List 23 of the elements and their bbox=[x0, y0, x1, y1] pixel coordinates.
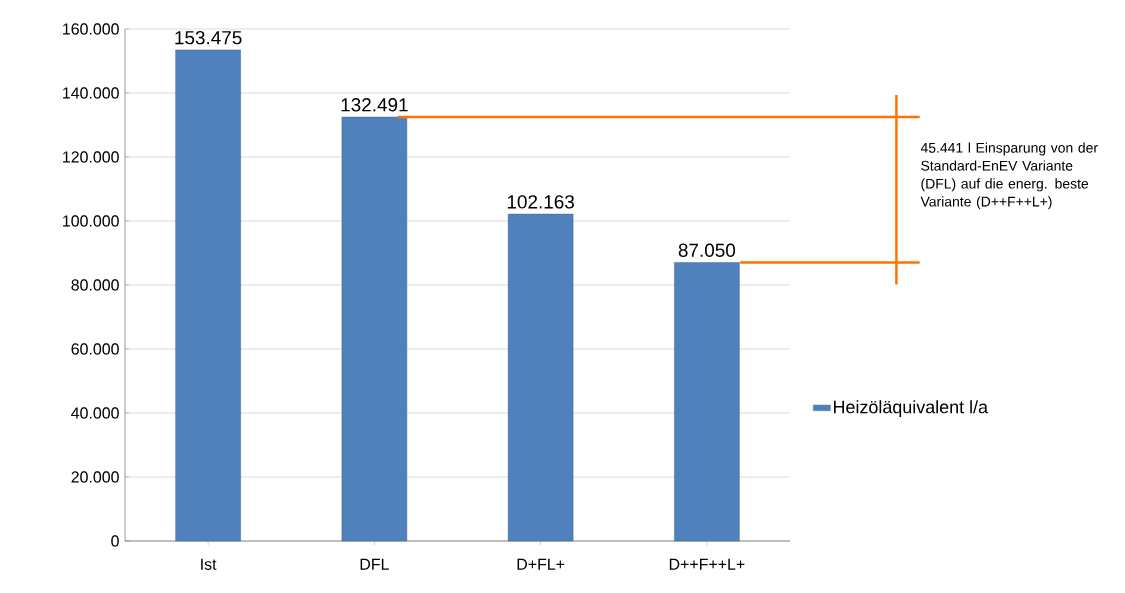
bar bbox=[507, 213, 574, 542]
y-tick-label: 140.000 bbox=[63, 87, 119, 99]
bar bbox=[175, 49, 241, 542]
data-label: 102.163 bbox=[507, 195, 574, 209]
y-tick-label: 40.000 bbox=[71, 407, 119, 419]
bar bbox=[341, 116, 408, 542]
x-tick-label: D++F++L+ bbox=[669, 558, 745, 570]
y-tick-label: 20.000 bbox=[71, 471, 119, 483]
y-tick-label: 100.000 bbox=[63, 215, 119, 227]
x-tick-label: D+FL+ bbox=[517, 558, 565, 570]
y-tick-label: 0 bbox=[111, 535, 119, 547]
x-tick-label: DFL bbox=[360, 558, 389, 570]
data-label: 87.050 bbox=[678, 243, 736, 257]
data-label: 132.491 bbox=[341, 98, 408, 112]
y-tick-label: 160.000 bbox=[63, 23, 119, 35]
bar bbox=[674, 262, 740, 542]
y-tick-label: 120.000 bbox=[63, 151, 119, 163]
y-tick-label: 60.000 bbox=[71, 343, 119, 355]
legend-label: Heizöläquivalent l/a bbox=[834, 400, 988, 417]
text: 45.441 l Einsparung von der Standard-EnEV Variante (DFL) auf die energ. beste Variante (D++F++L+) bbox=[920, 142, 1098, 210]
x-tick-label: Ist bbox=[201, 558, 217, 570]
data-label: 153.475 bbox=[175, 30, 242, 45]
y-tick-label: 80.000 bbox=[71, 279, 119, 291]
